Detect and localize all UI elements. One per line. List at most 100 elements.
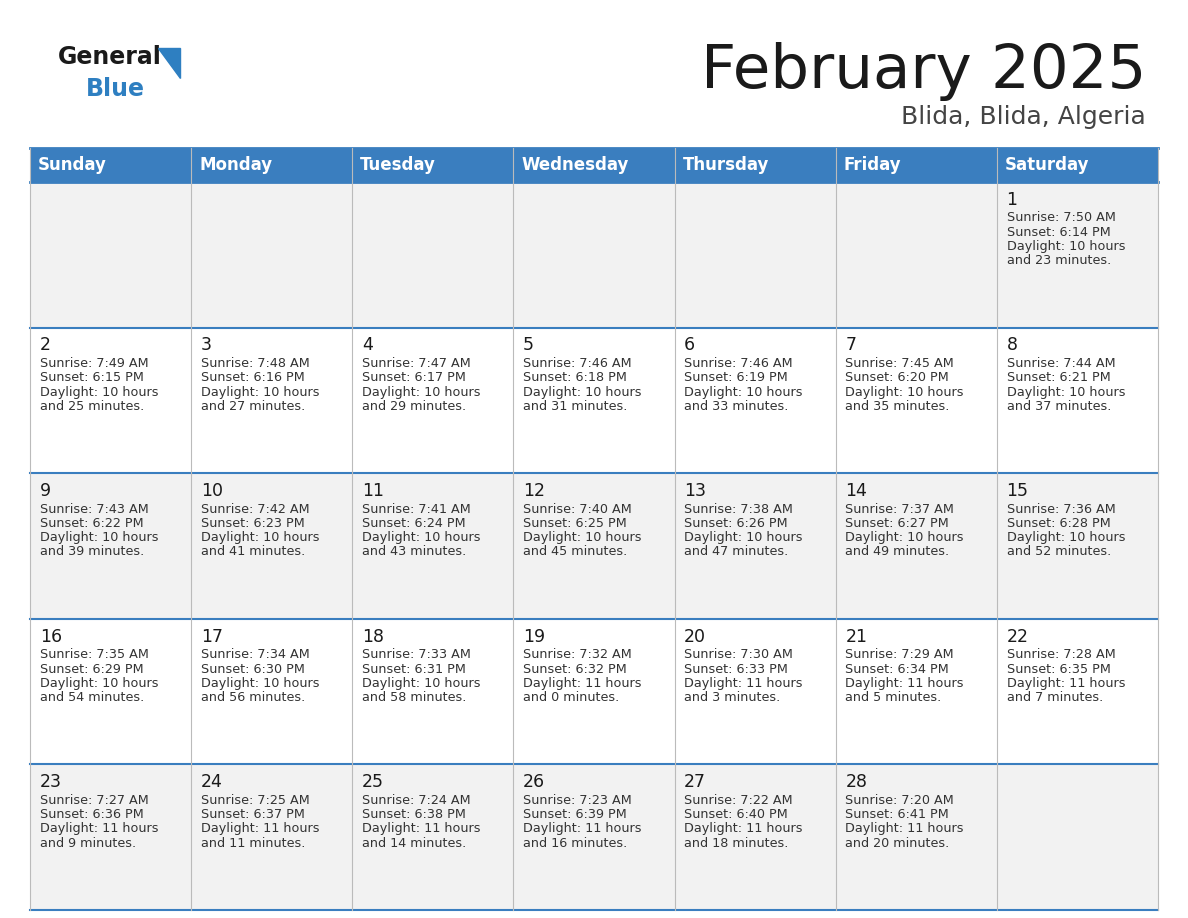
Text: 20: 20 [684, 628, 706, 645]
Text: February 2025: February 2025 [701, 42, 1146, 101]
Text: 16: 16 [39, 628, 62, 645]
Text: and 23 minutes.: and 23 minutes. [1006, 254, 1111, 267]
Text: Sunset: 6:38 PM: Sunset: 6:38 PM [362, 808, 466, 821]
Text: Sunrise: 7:25 AM: Sunrise: 7:25 AM [201, 794, 310, 807]
Text: and 33 minutes.: and 33 minutes. [684, 400, 789, 413]
Text: Sunset: 6:24 PM: Sunset: 6:24 PM [362, 517, 466, 530]
Text: Sunrise: 7:49 AM: Sunrise: 7:49 AM [39, 357, 148, 370]
Text: 25: 25 [362, 773, 384, 791]
Text: and 49 minutes.: and 49 minutes. [846, 545, 949, 558]
Text: Sunset: 6:21 PM: Sunset: 6:21 PM [1006, 372, 1111, 385]
Text: Daylight: 11 hours: Daylight: 11 hours [1006, 677, 1125, 689]
Text: Wednesday: Wednesday [522, 156, 628, 174]
Text: Sunrise: 7:37 AM: Sunrise: 7:37 AM [846, 503, 954, 516]
Text: Sunset: 6:28 PM: Sunset: 6:28 PM [1006, 517, 1111, 530]
Text: Daylight: 10 hours: Daylight: 10 hours [362, 532, 480, 544]
Text: Daylight: 10 hours: Daylight: 10 hours [846, 532, 963, 544]
Text: and 5 minutes.: and 5 minutes. [846, 691, 942, 704]
Text: Sunset: 6:36 PM: Sunset: 6:36 PM [39, 808, 144, 821]
Text: Sunset: 6:19 PM: Sunset: 6:19 PM [684, 372, 788, 385]
Text: Sunset: 6:18 PM: Sunset: 6:18 PM [523, 372, 627, 385]
Text: Sunrise: 7:27 AM: Sunrise: 7:27 AM [39, 794, 148, 807]
Text: Daylight: 11 hours: Daylight: 11 hours [201, 823, 320, 835]
Text: 22: 22 [1006, 628, 1029, 645]
Text: Daylight: 11 hours: Daylight: 11 hours [523, 677, 642, 689]
Text: and 45 minutes.: and 45 minutes. [523, 545, 627, 558]
Text: Daylight: 10 hours: Daylight: 10 hours [1006, 532, 1125, 544]
Text: Daylight: 11 hours: Daylight: 11 hours [846, 823, 963, 835]
Text: Sunset: 6:27 PM: Sunset: 6:27 PM [846, 517, 949, 530]
Text: 14: 14 [846, 482, 867, 500]
Text: and 9 minutes.: and 9 minutes. [39, 836, 135, 850]
Text: Sunrise: 7:34 AM: Sunrise: 7:34 AM [201, 648, 310, 661]
Text: Daylight: 10 hours: Daylight: 10 hours [1006, 240, 1125, 253]
Text: Sunset: 6:20 PM: Sunset: 6:20 PM [846, 372, 949, 385]
Text: Sunset: 6:29 PM: Sunset: 6:29 PM [39, 663, 144, 676]
Text: Daylight: 10 hours: Daylight: 10 hours [201, 532, 320, 544]
Text: 12: 12 [523, 482, 545, 500]
Text: Sunrise: 7:45 AM: Sunrise: 7:45 AM [846, 357, 954, 370]
Text: Friday: Friday [843, 156, 902, 174]
Text: and 29 minutes.: and 29 minutes. [362, 400, 466, 413]
Text: Daylight: 10 hours: Daylight: 10 hours [684, 386, 803, 398]
Text: and 7 minutes.: and 7 minutes. [1006, 691, 1102, 704]
Text: Sunset: 6:40 PM: Sunset: 6:40 PM [684, 808, 788, 821]
Text: and 52 minutes.: and 52 minutes. [1006, 545, 1111, 558]
Text: and 58 minutes.: and 58 minutes. [362, 691, 467, 704]
Text: Sunrise: 7:41 AM: Sunrise: 7:41 AM [362, 503, 470, 516]
Text: 13: 13 [684, 482, 706, 500]
Text: Daylight: 11 hours: Daylight: 11 hours [39, 823, 158, 835]
Text: Sunrise: 7:33 AM: Sunrise: 7:33 AM [362, 648, 470, 661]
Text: Daylight: 10 hours: Daylight: 10 hours [39, 532, 158, 544]
Text: Sunrise: 7:35 AM: Sunrise: 7:35 AM [39, 648, 148, 661]
Text: Sunset: 6:22 PM: Sunset: 6:22 PM [39, 517, 144, 530]
Text: Sunset: 6:23 PM: Sunset: 6:23 PM [201, 517, 304, 530]
Text: Sunrise: 7:46 AM: Sunrise: 7:46 AM [684, 357, 792, 370]
Text: Sunset: 6:25 PM: Sunset: 6:25 PM [523, 517, 627, 530]
Text: and 14 minutes.: and 14 minutes. [362, 836, 466, 850]
Text: 3: 3 [201, 336, 211, 354]
Text: and 20 minutes.: and 20 minutes. [846, 836, 949, 850]
Text: Sunset: 6:34 PM: Sunset: 6:34 PM [846, 663, 949, 676]
Text: Sunrise: 7:29 AM: Sunrise: 7:29 AM [846, 648, 954, 661]
Text: Daylight: 11 hours: Daylight: 11 hours [523, 823, 642, 835]
Text: Sunrise: 7:47 AM: Sunrise: 7:47 AM [362, 357, 470, 370]
Text: 9: 9 [39, 482, 51, 500]
Text: Sunset: 6:17 PM: Sunset: 6:17 PM [362, 372, 466, 385]
Text: and 35 minutes.: and 35 minutes. [846, 400, 949, 413]
Text: Daylight: 11 hours: Daylight: 11 hours [684, 823, 803, 835]
Text: Sunset: 6:14 PM: Sunset: 6:14 PM [1006, 226, 1111, 239]
Text: 17: 17 [201, 628, 223, 645]
Bar [30, 619, 1158, 765]
Text: Sunrise: 7:38 AM: Sunrise: 7:38 AM [684, 503, 794, 516]
Text: Sunset: 6:16 PM: Sunset: 6:16 PM [201, 372, 304, 385]
Text: Sunrise: 7:44 AM: Sunrise: 7:44 AM [1006, 357, 1116, 370]
Text: 24: 24 [201, 773, 222, 791]
Text: Daylight: 10 hours: Daylight: 10 hours [523, 386, 642, 398]
Text: and 18 minutes.: and 18 minutes. [684, 836, 789, 850]
Text: Sunrise: 7:30 AM: Sunrise: 7:30 AM [684, 648, 794, 661]
Text: Daylight: 10 hours: Daylight: 10 hours [684, 532, 803, 544]
Text: Sunset: 6:35 PM: Sunset: 6:35 PM [1006, 663, 1111, 676]
Text: 27: 27 [684, 773, 706, 791]
Text: 4: 4 [362, 336, 373, 354]
Text: Daylight: 10 hours: Daylight: 10 hours [39, 677, 158, 689]
Text: and 31 minutes.: and 31 minutes. [523, 400, 627, 413]
Bar [30, 182, 1158, 328]
Text: Daylight: 10 hours: Daylight: 10 hours [362, 386, 480, 398]
Text: 2: 2 [39, 336, 51, 354]
Text: Sunrise: 7:43 AM: Sunrise: 7:43 AM [39, 503, 148, 516]
Text: Blida, Blida, Algeria: Blida, Blida, Algeria [902, 105, 1146, 129]
Text: 19: 19 [523, 628, 545, 645]
Text: 23: 23 [39, 773, 62, 791]
Text: Sunrise: 7:42 AM: Sunrise: 7:42 AM [201, 503, 309, 516]
Text: Sunrise: 7:24 AM: Sunrise: 7:24 AM [362, 794, 470, 807]
Text: 26: 26 [523, 773, 545, 791]
Text: Daylight: 11 hours: Daylight: 11 hours [684, 677, 803, 689]
Text: and 11 minutes.: and 11 minutes. [201, 836, 305, 850]
Text: Sunrise: 7:20 AM: Sunrise: 7:20 AM [846, 794, 954, 807]
Text: Sunrise: 7:32 AM: Sunrise: 7:32 AM [523, 648, 632, 661]
Text: 1: 1 [1006, 191, 1018, 208]
Text: Sunset: 6:30 PM: Sunset: 6:30 PM [201, 663, 304, 676]
Text: and 54 minutes.: and 54 minutes. [39, 691, 144, 704]
